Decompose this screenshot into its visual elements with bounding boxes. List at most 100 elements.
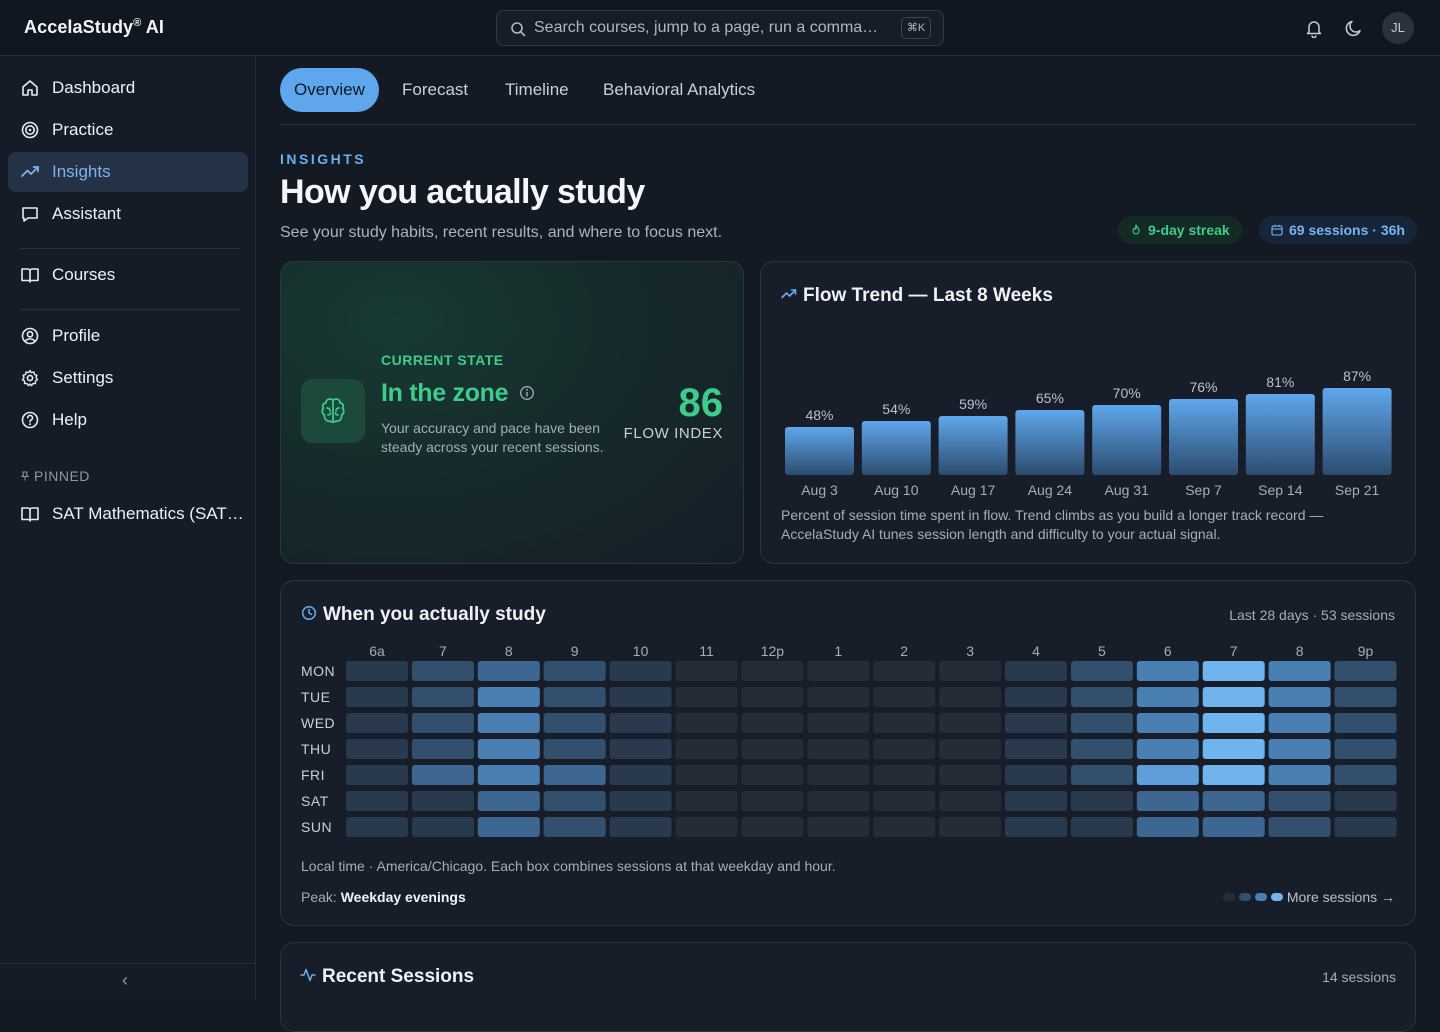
heatmap-cell[interactable] bbox=[477, 765, 540, 785]
heatmap-cell[interactable] bbox=[741, 661, 804, 681]
heatmap-cell[interactable] bbox=[1136, 791, 1199, 811]
heatmap-cell[interactable] bbox=[411, 713, 474, 733]
heatmap-cell[interactable] bbox=[873, 739, 936, 759]
heatmap-cell[interactable] bbox=[1070, 817, 1133, 837]
heatmap-cell[interactable] bbox=[807, 739, 870, 759]
heatmap-cell[interactable] bbox=[1005, 739, 1067, 759]
heatmap-cell[interactable] bbox=[807, 817, 870, 837]
heatmap-cell[interactable] bbox=[411, 739, 474, 759]
heatmap-cell[interactable] bbox=[807, 687, 870, 707]
sidebar-item-help[interactable]: Help bbox=[8, 400, 248, 440]
sidebar-collapse-button[interactable]: ‹ bbox=[0, 963, 256, 1000]
heatmap-cell[interactable] bbox=[411, 661, 474, 681]
heatmap-cell[interactable] bbox=[1202, 713, 1265, 733]
heatmap-cell[interactable] bbox=[477, 817, 540, 837]
heatmap-cell[interactable] bbox=[609, 713, 672, 733]
sidebar-item-dashboard[interactable]: Dashboard bbox=[8, 68, 248, 108]
sidebar-item-settings[interactable]: Settings bbox=[8, 358, 248, 398]
heatmap-cell[interactable] bbox=[1070, 739, 1133, 759]
sidebar-item-profile[interactable]: Profile bbox=[8, 316, 248, 356]
flow-trend-bar[interactable] bbox=[938, 416, 1008, 475]
flow-trend-bar[interactable] bbox=[785, 427, 854, 475]
heatmap-cell[interactable] bbox=[675, 713, 738, 733]
heatmap-cell[interactable] bbox=[1136, 687, 1199, 707]
tab-overview[interactable]: Overview bbox=[280, 68, 379, 112]
brand-logo[interactable]: AccelaStudy® AI bbox=[24, 17, 164, 38]
heatmap-cell[interactable] bbox=[477, 791, 540, 811]
heatmap-cell[interactable] bbox=[1136, 739, 1199, 759]
heatmap-cell[interactable] bbox=[873, 817, 936, 837]
heatmap-cell[interactable] bbox=[1136, 713, 1199, 733]
heatmap-cell[interactable] bbox=[1136, 661, 1199, 681]
heatmap-cell[interactable] bbox=[1005, 765, 1067, 785]
heatmap-cell[interactable] bbox=[1334, 687, 1397, 707]
heatmap-cell[interactable] bbox=[346, 713, 408, 733]
heatmap-cell[interactable] bbox=[1136, 817, 1199, 837]
heatmap-cell[interactable] bbox=[1268, 817, 1331, 837]
heatmap-cell[interactable] bbox=[609, 739, 672, 759]
heatmap-cell[interactable] bbox=[939, 817, 1002, 837]
tab-timeline[interactable]: Timeline bbox=[505, 80, 569, 99]
heatmap-cell[interactable] bbox=[807, 713, 870, 733]
heatmap-cell[interactable] bbox=[675, 687, 738, 707]
heatmap-cell[interactable] bbox=[675, 739, 738, 759]
heatmap-cell[interactable] bbox=[346, 661, 408, 681]
flow-trend-bar[interactable] bbox=[1322, 388, 1392, 475]
heatmap-cell[interactable] bbox=[609, 817, 672, 837]
flow-trend-bar[interactable] bbox=[1015, 410, 1085, 475]
heatmap-cell[interactable] bbox=[1202, 687, 1265, 707]
heatmap-cell[interactable] bbox=[939, 687, 1002, 707]
heatmap-cell[interactable] bbox=[1202, 739, 1265, 759]
heatmap-cell[interactable] bbox=[543, 739, 606, 759]
sidebar-pinned-course[interactable]: SAT Mathematics (SAT… bbox=[8, 494, 248, 534]
heatmap-cell[interactable] bbox=[939, 791, 1002, 811]
heatmap-cell[interactable] bbox=[1268, 687, 1331, 707]
heatmap-cell[interactable] bbox=[477, 713, 540, 733]
flow-trend-bar[interactable] bbox=[1092, 405, 1162, 475]
heatmap-cell[interactable] bbox=[543, 713, 606, 733]
heatmap-cell[interactable] bbox=[1070, 713, 1133, 733]
heatmap-cell[interactable] bbox=[1005, 687, 1067, 707]
heatmap-cell[interactable] bbox=[873, 765, 936, 785]
heatmap-cell[interactable] bbox=[1268, 713, 1331, 733]
heatmap-cell[interactable] bbox=[1202, 791, 1265, 811]
heatmap-cell[interactable] bbox=[939, 739, 1002, 759]
heatmap-cell[interactable] bbox=[609, 765, 672, 785]
flow-trend-bar[interactable] bbox=[1245, 394, 1315, 475]
sidebar-item-courses[interactable]: Courses bbox=[8, 255, 248, 295]
heatmap-cell[interactable] bbox=[873, 791, 936, 811]
info-icon[interactable] bbox=[519, 385, 535, 401]
heatmap-cell[interactable] bbox=[411, 791, 474, 811]
flow-trend-bar[interactable] bbox=[861, 421, 931, 475]
heatmap-cell[interactable] bbox=[1334, 739, 1397, 759]
heatmap-cell[interactable] bbox=[543, 765, 606, 785]
heatmap-cell[interactable] bbox=[873, 713, 936, 733]
heatmap-cell[interactable] bbox=[675, 661, 738, 681]
heatmap-cell[interactable] bbox=[1202, 661, 1265, 681]
heatmap-cell[interactable] bbox=[346, 765, 408, 785]
heatmap-cell[interactable] bbox=[939, 713, 1002, 733]
heatmap-cell[interactable] bbox=[609, 661, 672, 681]
heatmap-cell[interactable] bbox=[1334, 713, 1397, 733]
heatmap-cell[interactable] bbox=[939, 661, 1002, 681]
heatmap-cell[interactable] bbox=[543, 791, 606, 811]
heatmap-cell[interactable] bbox=[477, 661, 540, 681]
heatmap-cell[interactable] bbox=[741, 687, 804, 707]
tab-forecast[interactable]: Forecast bbox=[402, 80, 469, 99]
heatmap-cell[interactable] bbox=[1005, 661, 1067, 681]
heatmap-cell[interactable] bbox=[411, 817, 474, 837]
heatmap-cell[interactable] bbox=[1268, 765, 1331, 785]
heatmap-cell[interactable] bbox=[741, 817, 804, 837]
heatmap-cell[interactable] bbox=[1070, 765, 1133, 785]
heatmap-cell[interactable] bbox=[675, 817, 738, 837]
heatmap-cell[interactable] bbox=[873, 661, 936, 681]
heatmap-cell[interactable] bbox=[346, 687, 408, 707]
heatmap-cell[interactable] bbox=[1334, 661, 1397, 681]
heatmap-cell[interactable] bbox=[1334, 791, 1397, 811]
heatmap-cell[interactable] bbox=[346, 817, 408, 837]
heatmap-cell[interactable] bbox=[477, 739, 540, 759]
heatmap-cell[interactable] bbox=[1268, 739, 1331, 759]
heatmap-cell[interactable] bbox=[675, 791, 738, 811]
bell-icon[interactable] bbox=[1304, 18, 1324, 38]
heatmap-cell[interactable] bbox=[807, 791, 870, 811]
